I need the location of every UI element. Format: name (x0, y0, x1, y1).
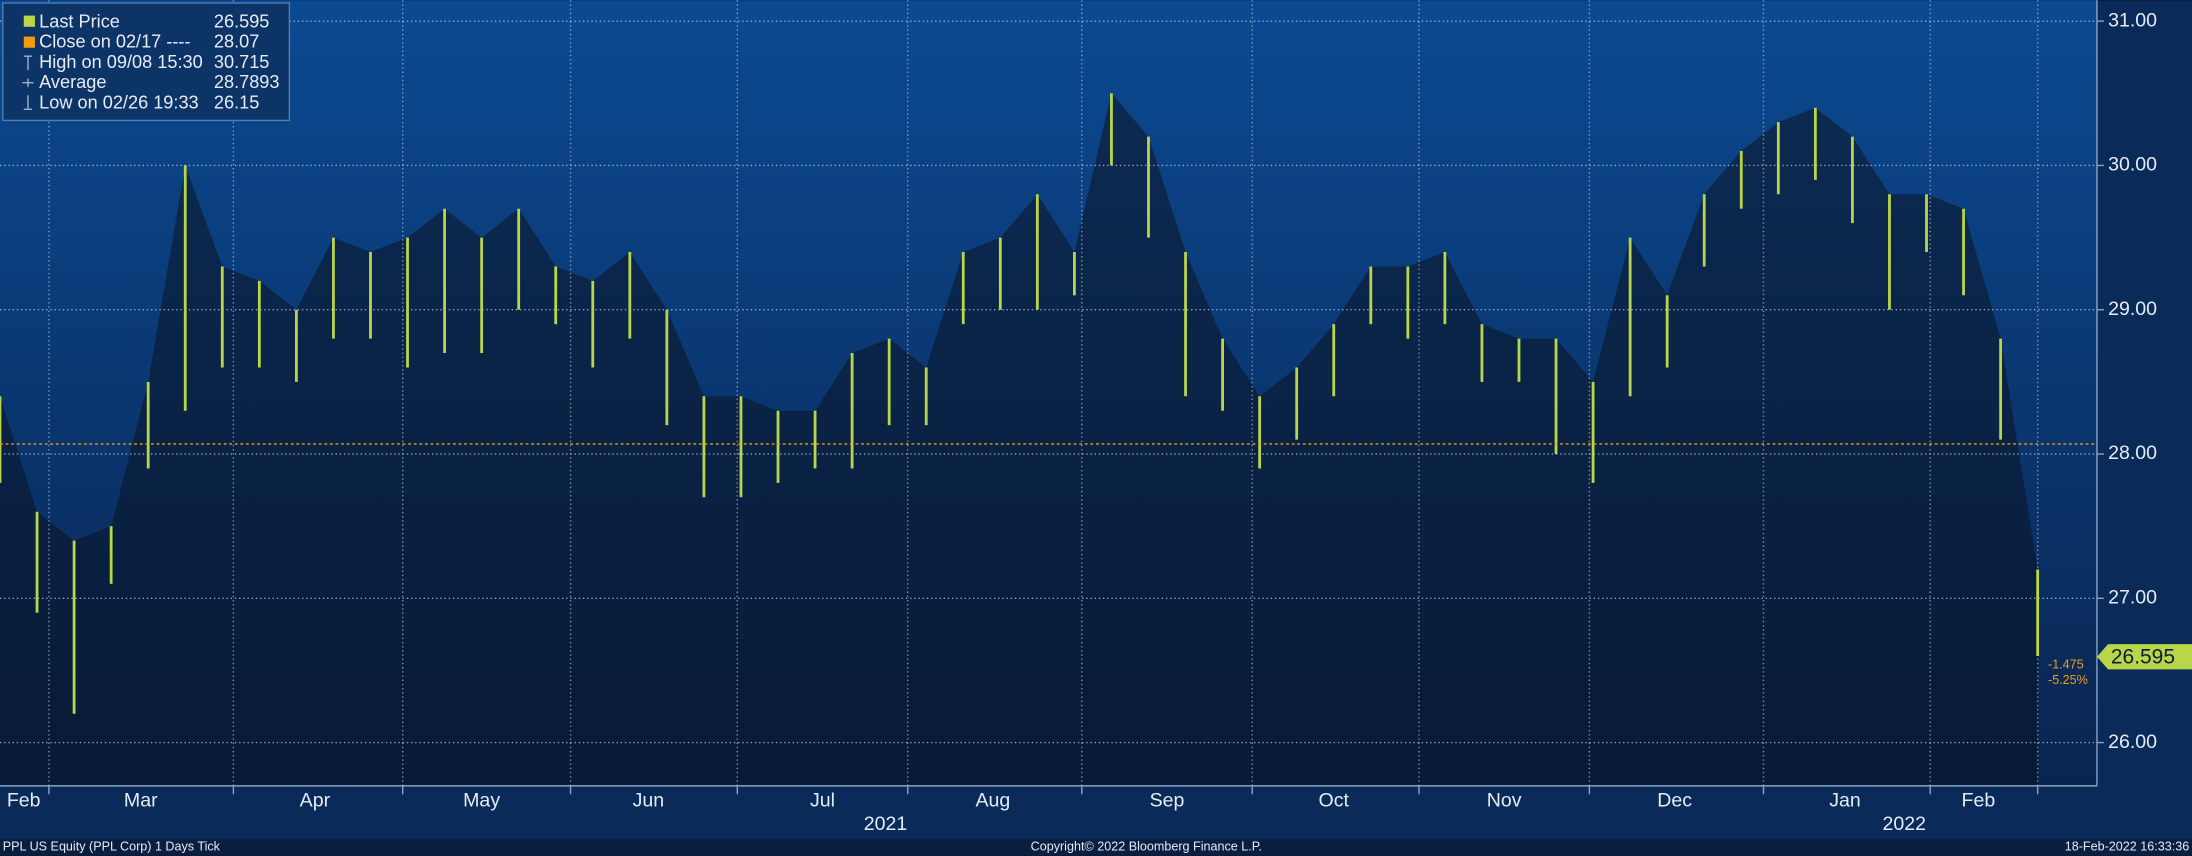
year-label: 2021 (864, 813, 908, 835)
x-tick-label: Jul (810, 789, 835, 811)
footer-right: 18-Feb-2022 16:33:36 (2065, 840, 2189, 854)
footer-left: PPL US Equity (PPL Corp) 1 Days Tick (3, 840, 221, 854)
x-tick-label: Dec (1657, 789, 1692, 811)
footer-center: Copyright© 2022 Bloomberg Finance L.P. (1031, 840, 1262, 854)
change-label: -1.475 (2048, 657, 2084, 671)
legend-label: High on 09/08 15:30 (39, 52, 203, 72)
legend-swatch (23, 36, 35, 48)
legend-label: Last Price (39, 11, 120, 31)
x-tick-label: Jun (633, 789, 665, 811)
x-tick-label: Aug (975, 789, 1010, 811)
legend-label: Close on 02/17 ---- (39, 32, 190, 52)
x-tick-label: Feb (7, 789, 41, 811)
y-tick-label: 30.00 (2108, 154, 2157, 176)
legend-swatch (23, 55, 33, 71)
legend-swatch (23, 95, 33, 110)
legend-value: 26.15 (214, 92, 259, 112)
x-tick-label: Feb (1962, 789, 1996, 811)
x-tick-label: Sep (1150, 789, 1185, 811)
legend-swatch (22, 78, 34, 87)
legend-value: 30.715 (214, 52, 270, 72)
last-price-label: 26.595 (2111, 646, 2175, 669)
x-tick-label: Mar (124, 789, 158, 811)
x-tick-label: May (463, 789, 500, 811)
y-tick-label: 28.00 (2108, 442, 2157, 464)
legend-label: Average (39, 72, 106, 92)
legend-label: Low on 02/26 19:33 (39, 92, 199, 112)
x-tick-label: Apr (300, 789, 331, 811)
legend-box (2, 2, 291, 122)
legend-swatch (23, 15, 35, 27)
x-tick-label: Jan (1829, 789, 1861, 811)
year-label: 2022 (1883, 813, 1927, 835)
price-area (0, 93, 2038, 786)
change-pct-label: -5.25% (2048, 673, 2088, 687)
y-tick-label: 26.00 (2108, 731, 2157, 753)
last-price-tag (2096, 644, 2192, 670)
legend-value: 28.7893 (214, 72, 280, 92)
x-tick-label: Oct (1319, 789, 1350, 811)
legend-value: 26.595 (214, 11, 270, 31)
y-tick-label: 31.00 (2108, 9, 2157, 31)
y-tick-label: 29.00 (2108, 298, 2157, 320)
legend-value: 28.07 (214, 32, 259, 52)
y-tick-label: 27.00 (2108, 586, 2157, 608)
footer-band (0, 839, 2192, 856)
x-tick-label: Nov (1487, 789, 1522, 811)
